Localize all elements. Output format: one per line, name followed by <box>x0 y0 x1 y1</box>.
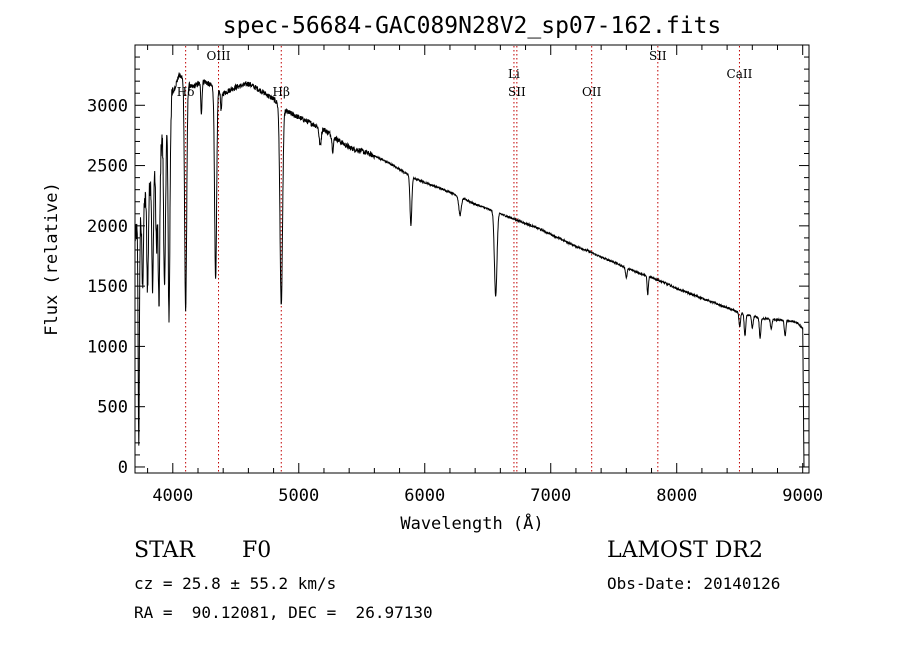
x-axis-label: Wavelength (Å) <box>400 512 543 534</box>
spectrum-series <box>134 72 805 468</box>
line-marker-label: SII <box>508 85 526 99</box>
coordinates: RA = 90.12081, DEC = 26.97130 <box>134 603 433 622</box>
x-tick-label: 9000 <box>782 486 823 506</box>
y-axis-label: Flux (relative) <box>42 182 62 336</box>
survey-release: LAMOST DR2 <box>607 538 763 563</box>
line-marker-label: Hβ <box>273 85 290 99</box>
y-tick-label: 0 <box>118 458 128 478</box>
plot-frame <box>134 44 810 474</box>
redshift-velocity: cz = 25.8 ± 55.2 km/s <box>134 574 337 593</box>
line-marker-label: Hδ <box>177 85 195 99</box>
subclass: F0 <box>242 538 272 563</box>
observation-date: Obs-Date: 20140126 <box>607 574 781 593</box>
object-class: STAR <box>134 538 195 563</box>
y-tick-label: 2500 <box>87 157 128 177</box>
y-axis: 0 500 1000 1500 2000 2500 3000 <box>87 56 809 478</box>
x-tick-label: 4000 <box>152 486 193 506</box>
y-tick-label: 2000 <box>87 217 128 237</box>
line-marker-label: SII <box>649 49 667 63</box>
x-tick-label: 6000 <box>404 486 445 506</box>
y-tick-label: 3000 <box>87 96 128 116</box>
line-marker-label: CaII <box>727 67 753 81</box>
line-marker-label: OII <box>582 85 602 99</box>
x-tick-label: 7000 <box>530 486 571 506</box>
y-tick-label: 1500 <box>87 277 128 297</box>
x-tick-label: 8000 <box>656 486 697 506</box>
line-marker-label: OIII <box>206 49 230 63</box>
y-tick-label: 1000 <box>87 337 128 357</box>
line-marker-label: Li <box>508 67 520 81</box>
chart-title: spec-56684-GAC089N28V2_sp07-162.fits <box>223 13 722 39</box>
spectrum-line <box>134 72 805 468</box>
x-axis: 4000 5000 6000 7000 8000 9000 <box>147 45 823 506</box>
x-tick-label: 5000 <box>278 486 319 506</box>
line-markers: Hδ OIII Hβ Li SII OII SII CaII <box>177 46 753 472</box>
y-tick-label: 500 <box>97 398 128 418</box>
